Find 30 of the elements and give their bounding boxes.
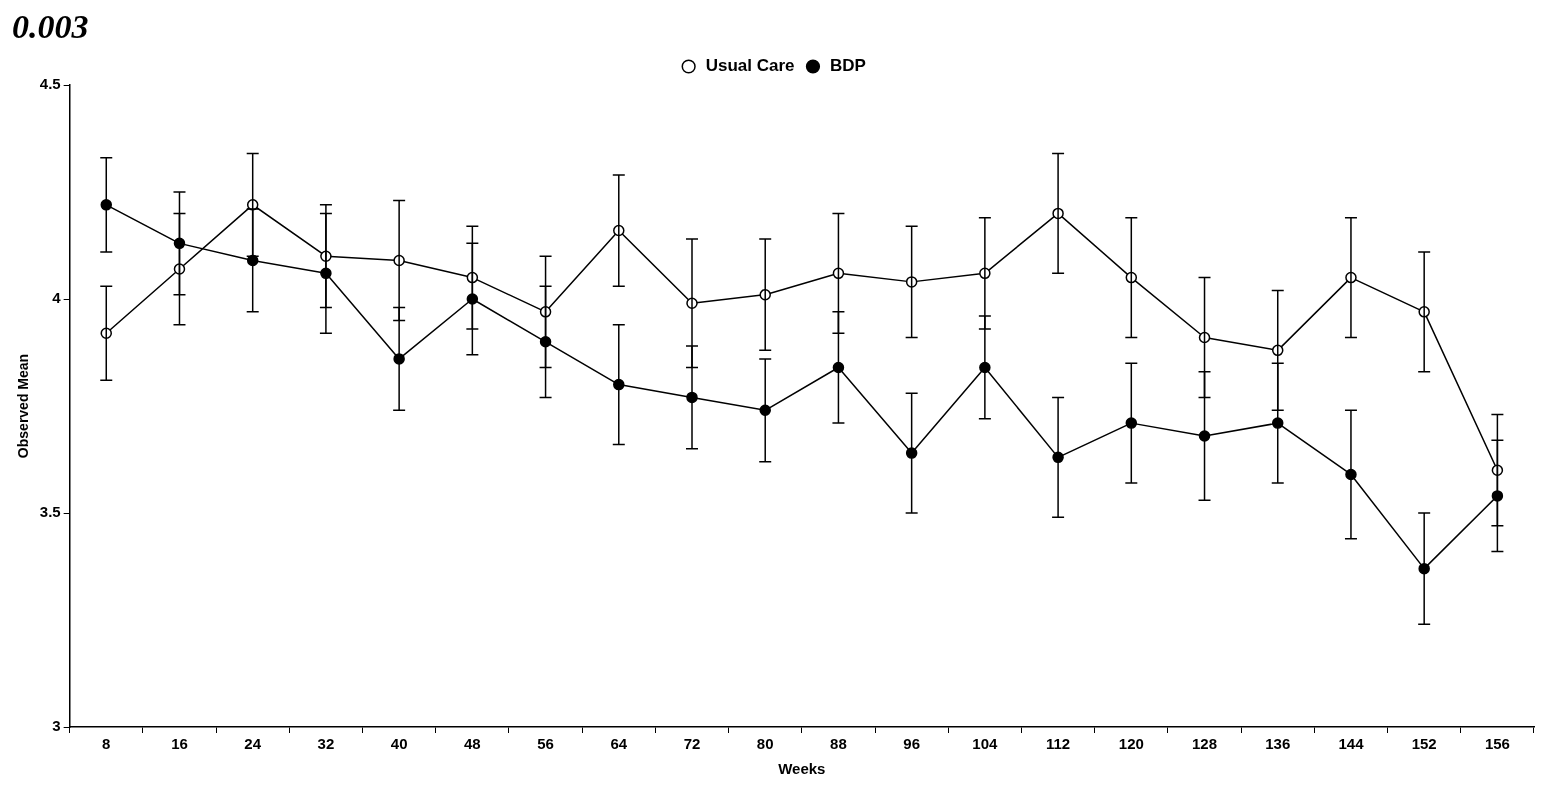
y-tick-label: 4.5 xyxy=(39,75,61,93)
x-tick-label: 104 xyxy=(972,735,999,753)
x-tick-label: 144 xyxy=(1338,735,1365,753)
y-tick-label: 4 xyxy=(52,289,62,307)
y-tick-label: 3 xyxy=(52,717,61,735)
x-tick-label: 32 xyxy=(317,735,335,753)
x-tick-label: 56 xyxy=(537,735,554,753)
x-tick-label: 152 xyxy=(1411,735,1437,753)
y-tick-label: 3.5 xyxy=(39,503,61,521)
x-tick-label: 72 xyxy=(683,735,701,753)
x-tick-label: 112 xyxy=(1045,735,1071,753)
x-tick-label: 48 xyxy=(464,735,481,753)
x-tick-label: 16 xyxy=(171,735,188,753)
legend-label: BDP xyxy=(829,56,866,76)
x-tick-label: 128 xyxy=(1192,735,1218,753)
x-tick-label: 96 xyxy=(903,735,920,753)
text: 0.003 xyxy=(12,7,89,45)
x-tick-label: 40 xyxy=(390,735,408,753)
x-tick-label: 156 xyxy=(1484,735,1510,753)
x-tick-label: 136 xyxy=(1265,735,1291,753)
x-tick-label: 120 xyxy=(1118,735,1144,753)
x-tick-label: 80 xyxy=(756,735,774,753)
x-axis-title: Weeks xyxy=(778,760,826,778)
legend-label: Usual Care xyxy=(705,56,795,76)
x-tick-label: 8 xyxy=(102,735,111,753)
y-axis-title: Observed Mean xyxy=(15,353,32,459)
point xyxy=(1198,430,1211,442)
x-tick-label: 64 xyxy=(610,735,628,753)
x-tick-label: 24 xyxy=(244,735,262,753)
x-tick-label: 88 xyxy=(830,735,847,753)
